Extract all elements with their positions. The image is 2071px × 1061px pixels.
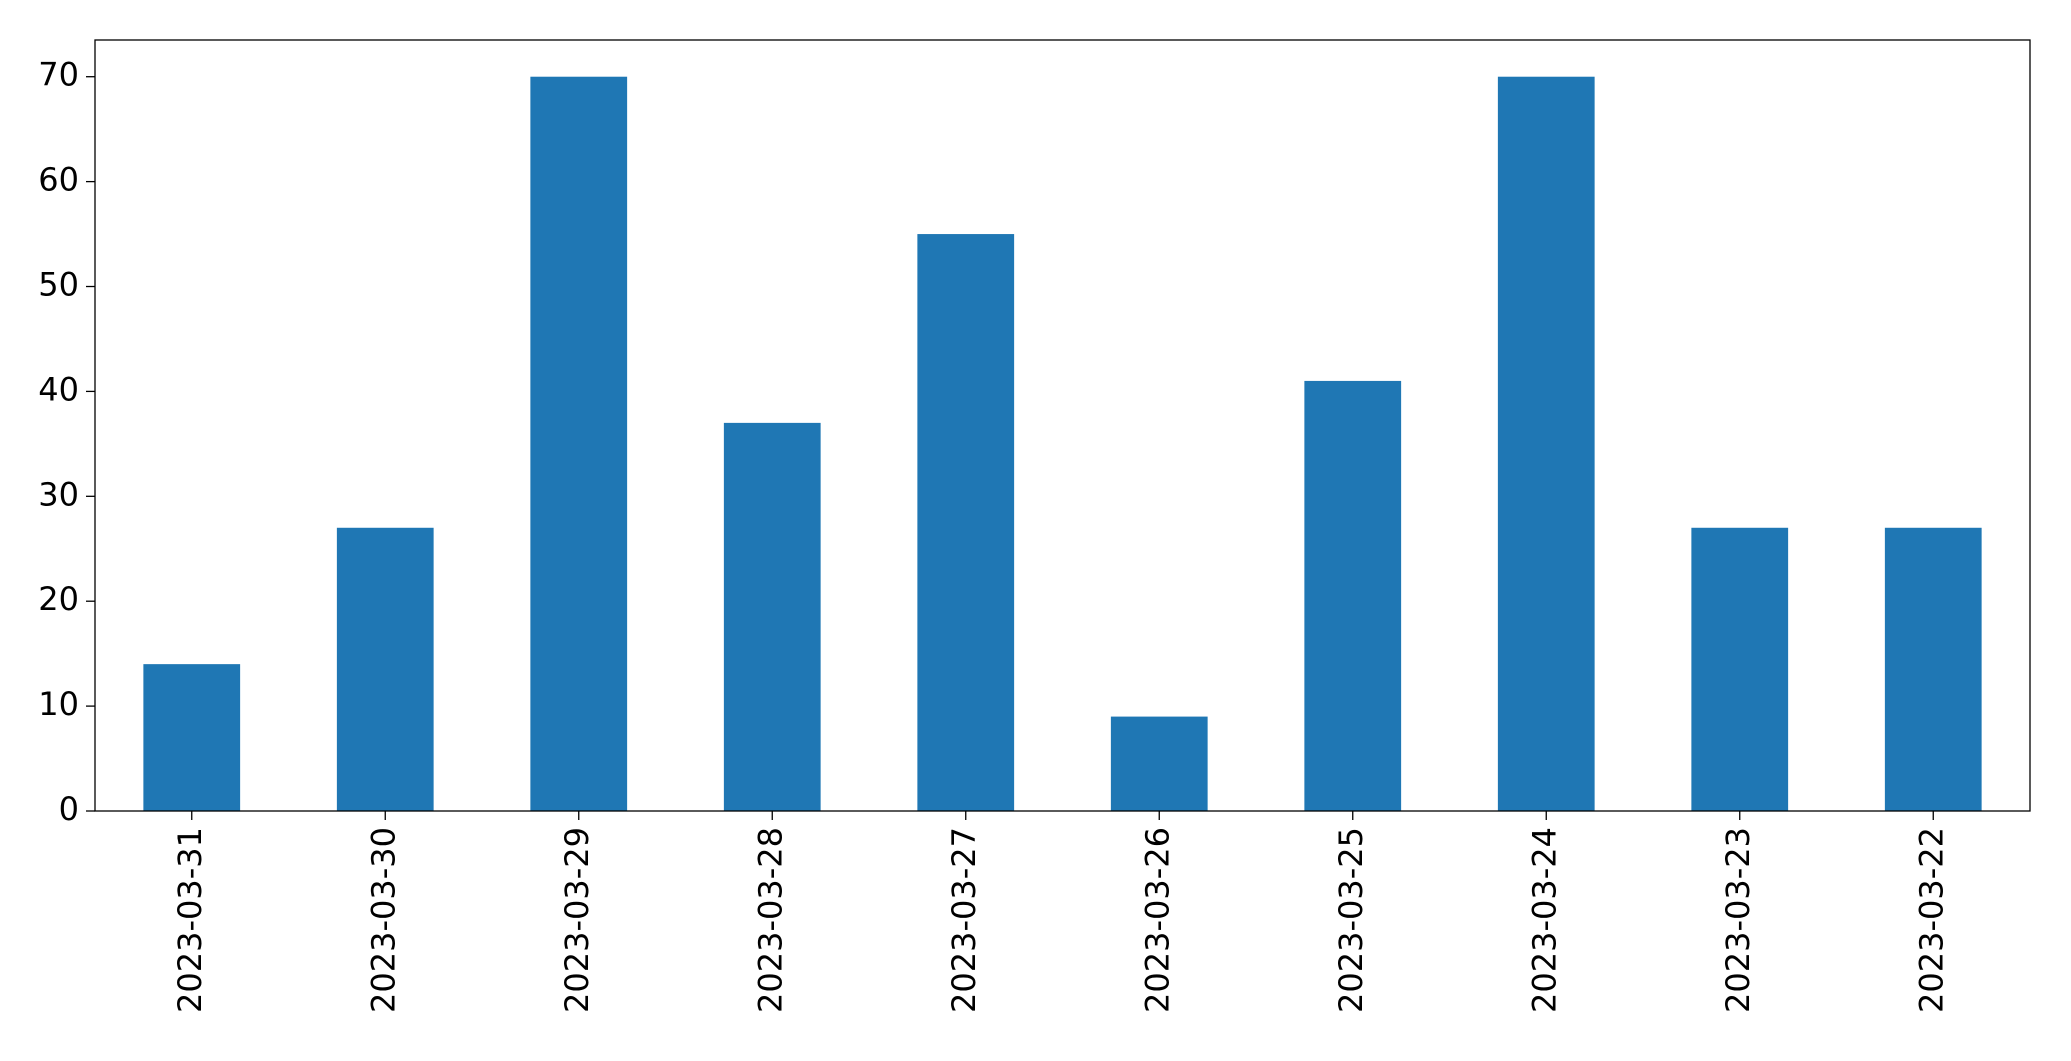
x-tick-label: 2023-03-27 [945,827,983,1013]
x-tick-label: 2023-03-24 [1525,827,1563,1013]
plot-frame [94,39,2031,812]
x-tick-label: 2023-03-25 [1332,827,1370,1013]
bar [530,76,628,811]
x-tick-label: 2023-03-28 [751,827,789,1013]
bar [917,234,1015,811]
y-tick-label: 50 [38,266,79,304]
y-tick-label: 10 [38,685,79,723]
bar [723,422,821,811]
bar [1497,76,1595,811]
bar [1691,527,1789,811]
bar [1304,380,1402,811]
y-tick-label: 60 [38,161,79,199]
bar [1110,716,1208,811]
x-tick-label: 2023-03-29 [558,827,596,1013]
x-tick-label: 2023-03-22 [1912,827,1950,1013]
bar [336,527,434,811]
x-tick-label: 2023-03-31 [171,827,209,1013]
y-tick-label: 0 [59,790,79,828]
y-tick-label: 40 [38,370,79,408]
x-tick-label: 2023-03-23 [1719,827,1757,1013]
y-tick-label: 30 [38,475,79,513]
bar [143,664,241,811]
x-tick-label: 2023-03-26 [1138,827,1176,1013]
bar [1884,527,1982,811]
y-tick-label: 20 [38,580,79,618]
y-tick-label: 70 [38,56,79,94]
x-tick-label: 2023-03-30 [364,827,402,1013]
